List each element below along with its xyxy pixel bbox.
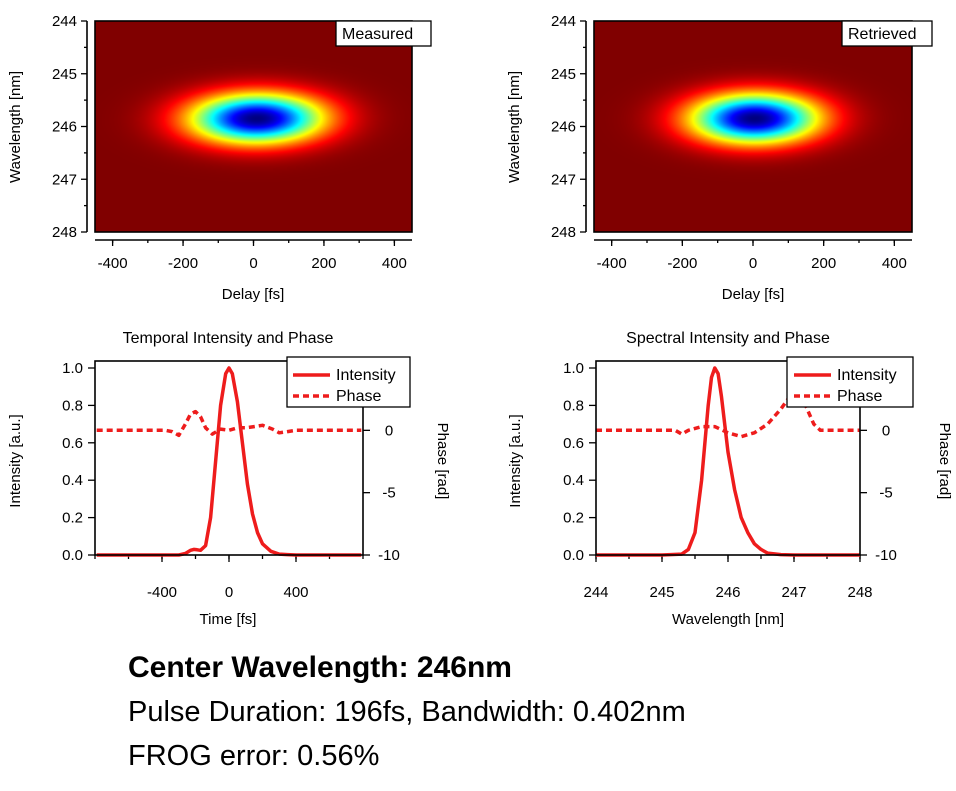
temporal-legend-phase-label: Phase [336,388,381,405]
retrieved-plot-frame [593,20,913,233]
spectral-ytick-label: 0.2 [563,510,584,527]
retrieved-ytick-label: 247 [551,171,576,188]
temporal-plot-frame [94,360,364,556]
spectral-ylabel: Intensity [a.u.] [507,414,524,507]
retrieved-ytick-label: 245 [551,66,576,83]
spectral-xtick-label: 245 [649,584,674,601]
retrieved-ytick-label: 246 [551,119,576,136]
retrieved-legend-box [841,20,933,47]
spectral-ytick-label: 0.4 [563,472,584,489]
spectral-legend-box [786,356,914,408]
temporal-ytick-label: 0.4 [62,472,83,489]
measured-xtick-label: 400 [382,255,407,272]
measured-xtick-label: -400 [98,255,128,272]
spectral-title: Spectral Intensity and Phase [626,330,830,347]
measured-plot-frame [94,20,413,233]
retrieved-xtick-label: 200 [811,255,836,272]
spectral-y2label: Phase [rad] [936,423,953,500]
temporal-ytick-label: 0.2 [62,510,83,527]
temporal-intensity-line [96,366,362,557]
spectral-xlabel: Wavelength [nm] [672,611,784,628]
spectral-xtick-label: 247 [781,584,806,601]
spectral-xtick-label: 246 [715,584,740,601]
retrieved-heatmap-image [594,21,912,232]
pulse-duration-text: Pulse Duration: 196fs, Bandwidth: 0.402n… [128,696,686,728]
temporal-chart: Temporal Intensity and Phase -400 0 400 0.0… [7,330,451,628]
spectral-y2tick-label: -10 [875,547,897,564]
measured-ytick-label: 248 [52,224,77,241]
spectral-chart: Spectral Intensity and Phase 244 245 246 24… [507,330,953,628]
spectral-xtick-label: 244 [583,584,608,601]
spectral-phase-line [596,387,860,439]
temporal-ytick-label: 0.0 [62,547,83,564]
retrieved-axes: -400 -200 0 200 400 244 245 246 247 248 [551,13,912,272]
spectral-y2tick-label: -5 [879,485,892,502]
temporal-legend: Intensity Phase [286,356,411,408]
spectral-ytick-label: 0.0 [563,547,584,564]
retrieved-ytick-label: 244 [551,13,576,30]
temporal-legend-box [286,356,411,408]
retrieved-xtick-label: 400 [882,255,907,272]
spectral-legend-phase-label: Phase [837,388,882,405]
temporal-y2tick-label: -10 [378,547,400,564]
temporal-xtick-label: 0 [225,584,233,601]
spectral-legend-intensity-label: Intensity [837,367,897,384]
retrieved-heatmap: -400 -200 0 200 400 244 245 246 247 248 Retrieved… [506,13,933,303]
temporal-xlabel: Time [fs] [200,611,257,628]
measured-ylabel: Wavelength [nm] [7,71,24,183]
retrieved-xtick-label: -200 [667,255,697,272]
spectral-ytick-label: 0.8 [563,397,584,414]
spectral-lines [596,366,860,557]
measured-heatmap-image [95,21,412,232]
center-wavelength-text: Center Wavelength: 246nm [128,651,512,684]
spectral-ytick-label: 1.0 [563,360,584,377]
retrieved-xtick-label: -400 [597,255,627,272]
spectral-y2tick-label: 0 [882,422,890,439]
temporal-legend-intensity-label: Intensity [336,367,396,384]
temporal-phase-line [96,409,362,438]
temporal-y2tick-label: -5 [382,485,395,502]
retrieved-xlabel: Delay [fs] [722,286,785,303]
temporal-ytick-label: 0.8 [62,397,83,414]
measured-ytick-label: 246 [52,119,77,136]
temporal-y2label: Phase [rad] [434,423,451,500]
retrieved-legend-label: Retrieved [848,26,916,43]
temporal-ytick-label: 0.6 [62,435,83,452]
retrieved-ylabel: Wavelength [nm] [506,71,523,183]
temporal-title: Temporal Intensity and Phase [123,330,334,347]
retrieved-xtick-label: 0 [749,255,757,272]
measured-xtick-label: 200 [311,255,336,272]
measured-axes: -400 -200 0 200 400 244 245 246 247 248 [52,13,412,272]
spectral-ytick-label: 0.6 [563,435,584,452]
temporal-lines [96,366,362,557]
retrieved-ytick-label: 248 [551,224,576,241]
temporal-y2tick-label: 0 [385,422,393,439]
temporal-xtick-label: 400 [283,584,308,601]
measured-legend-label: Measured [342,26,413,43]
measured-ytick-label: 247 [52,171,77,188]
spectral-legend: Intensity Phase [786,356,914,408]
measured-xtick-label: 0 [249,255,257,272]
spectral-intensity-line [596,366,860,557]
temporal-xtick-label: -400 [147,584,177,601]
frog-error-text: FROG error: 0.56% [128,740,380,772]
temporal-ylabel: Intensity [a.u.] [7,414,24,507]
measured-ytick-label: 244 [52,13,77,30]
measured-legend-box [335,20,432,47]
measured-xtick-label: -200 [168,255,198,272]
summary-panel: Center Wavelength: 246nm Pulse Duration:… [128,646,928,778]
measured-xlabel: Delay [fs] [222,286,285,303]
spectral-xtick-label: 248 [847,584,872,601]
measured-ytick-label: 245 [52,66,77,83]
spectral-plot-frame [595,360,861,556]
temporal-ytick-label: 1.0 [62,360,83,377]
